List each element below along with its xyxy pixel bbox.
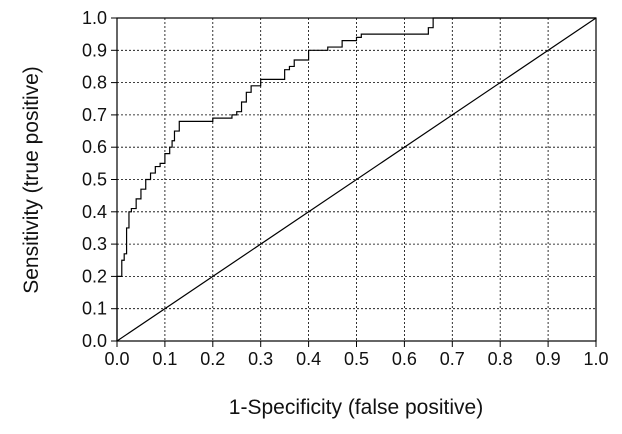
x-axis-label: 1-Specificity (false positive) bbox=[229, 396, 483, 419]
x-tick-label: 0.4 bbox=[296, 349, 321, 369]
y-tick-label: 0.5 bbox=[82, 170, 107, 190]
ticks-layer bbox=[111, 17, 597, 347]
y-tick-label: 1.0 bbox=[82, 8, 107, 28]
y-tick-label: 0.7 bbox=[82, 105, 107, 125]
y-tick-labels: 0.0 0.1 0.2 0.3 0.4 0.5 0.6 0.7 0.8 0.9 1.0 bbox=[82, 8, 107, 351]
y-tick-label: 0.8 bbox=[82, 73, 107, 93]
x-tick-label: 1.0 bbox=[583, 349, 608, 369]
y-tick-label: 0.3 bbox=[82, 234, 107, 254]
x-tick-label: 0.9 bbox=[536, 349, 561, 369]
y-tick-label: 0.9 bbox=[82, 40, 107, 60]
x-tick-label: 0.7 bbox=[440, 349, 465, 369]
series-layer bbox=[116, 17, 597, 342]
x-tick-label: 0.3 bbox=[248, 349, 273, 369]
y-tick-label: 0.2 bbox=[82, 266, 107, 286]
roc-curve-line bbox=[116, 17, 596, 341]
y-tick-label: 0.1 bbox=[82, 299, 107, 319]
x-tick-label: 0.0 bbox=[104, 349, 129, 369]
x-tick-label: 0.2 bbox=[200, 349, 225, 369]
x-tick-label: 0.5 bbox=[344, 349, 369, 369]
y-axis-label: Sensitivity (true positive) bbox=[20, 66, 43, 294]
diagonal-reference-line bbox=[116, 17, 597, 342]
x-tick-label: 0.8 bbox=[488, 349, 513, 369]
x-tick-label: 0.1 bbox=[152, 349, 177, 369]
y-tick-label: 0.6 bbox=[82, 137, 107, 157]
y-tick-label: 0.4 bbox=[82, 202, 107, 222]
x-tick-labels: 0.0 0.1 0.2 0.3 0.4 0.5 0.6 0.7 0.8 0.9 1.0 bbox=[104, 349, 608, 369]
y-tick-label: 0.0 bbox=[82, 331, 107, 351]
x-tick-label: 0.6 bbox=[392, 349, 417, 369]
